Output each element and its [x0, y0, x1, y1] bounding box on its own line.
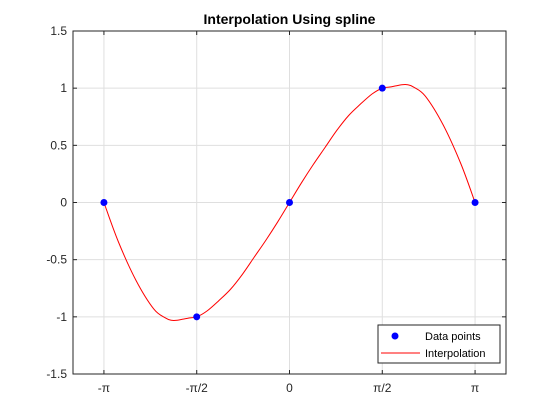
chart-title: Interpolation Using spline: [204, 11, 376, 27]
legend-label-interpolation: Interpolation: [425, 348, 486, 360]
data-point-marker: [193, 313, 201, 321]
legend-label-data-points: Data points: [425, 331, 481, 343]
data-point-marker: [471, 199, 479, 206]
marker-layer: [100, 84, 479, 321]
data-point-marker: [378, 84, 386, 92]
x-tick-label: π/2: [373, 381, 392, 395]
legend-box: [377, 324, 501, 364]
y-tick-label: -0.5: [46, 253, 67, 267]
y-tick-label: 0.5: [50, 138, 67, 152]
y-tick-label: 0: [60, 196, 67, 210]
legend: Data points Interpolation: [377, 324, 501, 364]
x-tick-label: -π/2: [186, 381, 209, 395]
y-tick-label: -1: [56, 310, 67, 324]
y-tick-label: 1.5: [50, 24, 67, 38]
data-point-marker: [100, 199, 108, 206]
tick-layer: -π -π/2 0 π/2 π 1.5 1 0.5 0 -0.5 -1 -1.5: [46, 24, 506, 395]
data-point-marker: [286, 199, 293, 206]
legend-marker-data-points: [391, 332, 399, 340]
y-tick-label: -1.5: [46, 367, 67, 381]
x-tick-label: -π: [98, 381, 110, 395]
x-tick-label: 0: [286, 381, 293, 395]
x-tick-label: π: [471, 381, 479, 395]
y-tick-label: 1: [60, 81, 67, 95]
